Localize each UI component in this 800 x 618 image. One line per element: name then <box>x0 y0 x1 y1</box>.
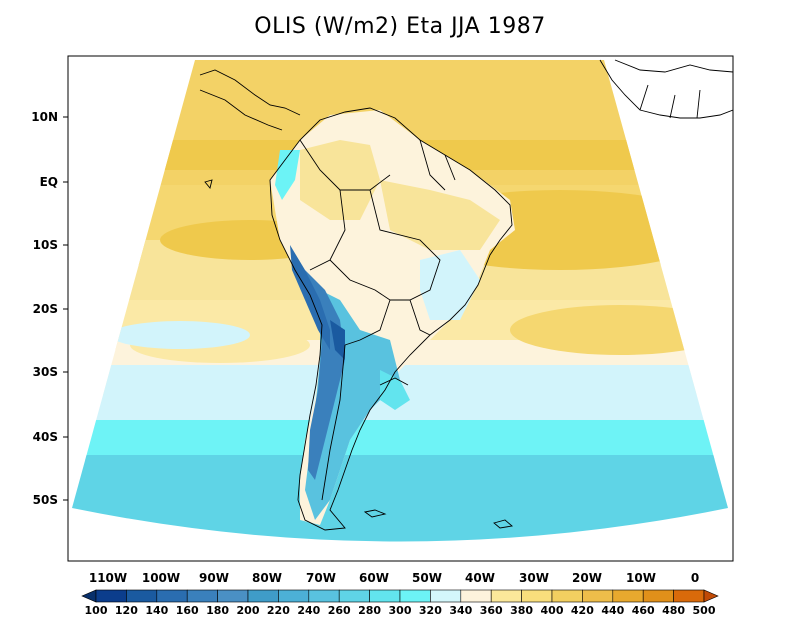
south-america-shading <box>270 110 515 525</box>
colorbar-segment <box>338 589 370 603</box>
lon-tick-label: 40W <box>465 571 495 585</box>
lon-tick-label: 30W <box>519 571 549 585</box>
lon-tick-label: 90W <box>199 571 229 585</box>
latitude-axis: 10N EQ 10S 20S 30S 40S 50S <box>31 110 68 507</box>
colorbar-segment <box>703 589 719 603</box>
colorbar-label: 320 <box>419 604 442 617</box>
lon-tick-label: 80W <box>252 571 282 585</box>
lat-tick-label: EQ <box>40 175 58 189</box>
colorbar-label: 180 <box>206 604 229 617</box>
lon-tick-label: 60W <box>359 571 389 585</box>
colorbar-segment <box>521 589 553 603</box>
colorbar-label: 340 <box>449 604 472 617</box>
lat-tick-label: 10S <box>33 238 58 252</box>
colorbar-label: 240 <box>297 604 320 617</box>
colorbar-segment <box>95 589 127 603</box>
colorbar-segment <box>399 589 431 603</box>
lon-tick-label: 20W <box>572 571 602 585</box>
colorbar-label: 260 <box>328 604 351 617</box>
colorbar-segment <box>217 589 249 603</box>
colorbar-label: 120 <box>115 604 138 617</box>
colorbar-segment <box>551 589 583 603</box>
lon-tick-label: 110W <box>89 571 127 585</box>
colorbar-segment <box>278 589 310 603</box>
lon-tick-label: 50W <box>412 571 442 585</box>
colorbar-segment <box>490 589 522 603</box>
colorbar-label: 140 <box>145 604 168 617</box>
colorbar-label: 400 <box>541 604 564 617</box>
colorbar-segment <box>582 589 614 603</box>
colorbar-segment <box>673 589 705 603</box>
colorbar-label: 420 <box>571 604 594 617</box>
lon-tick-label: 100W <box>142 571 180 585</box>
colorbar-label: 440 <box>601 604 624 617</box>
lat-tick-label: 20S <box>33 302 58 316</box>
colorbar-label: 160 <box>176 604 199 617</box>
colorbar-label: 220 <box>267 604 290 617</box>
colorbar-label: 360 <box>480 604 503 617</box>
map-title: OLIS (W/m2) Eta JJA 1987 <box>254 14 546 39</box>
lon-tick-label: 10W <box>626 571 656 585</box>
colorbar-label: 460 <box>632 604 655 617</box>
colorbar-segment <box>156 589 188 603</box>
colorbar-segment <box>430 589 462 603</box>
coastlines <box>199 59 733 531</box>
colorbar-label: 200 <box>237 604 260 617</box>
lon-tick-label: 70W <box>306 571 336 585</box>
colorbar-label: 380 <box>510 604 533 617</box>
colorbar-label: 280 <box>358 604 381 617</box>
colorbar-segment <box>369 589 401 603</box>
colorbar-label: 500 <box>693 604 716 617</box>
colorbar-label: 100 <box>85 604 108 617</box>
colorbar-segment <box>642 589 674 603</box>
colorbar-segment <box>308 589 340 603</box>
lat-tick-label: 50S <box>33 493 58 507</box>
colorbar-segment <box>247 589 279 603</box>
lat-tick-label: 40S <box>33 430 58 444</box>
longitude-axis: 110W 100W 90W 80W 70W 60W 50W 40W 30W 20… <box>89 571 699 585</box>
colorbar-segment <box>81 589 97 603</box>
colorbar-segment <box>460 589 492 603</box>
colorbar-segment <box>612 589 644 603</box>
lat-tick-label: 30S <box>33 365 58 379</box>
lon-tick-label: 0 <box>691 571 699 585</box>
colorbar-label: 300 <box>389 604 412 617</box>
colorbar-label: 480 <box>662 604 685 617</box>
colorbar-segment <box>186 589 218 603</box>
colorbar: 100 120 140 160 180 200 220 240 260 280 300 320 340 3… <box>81 589 719 617</box>
colorbar-segment <box>126 589 158 603</box>
lat-tick-label: 10N <box>31 110 58 124</box>
